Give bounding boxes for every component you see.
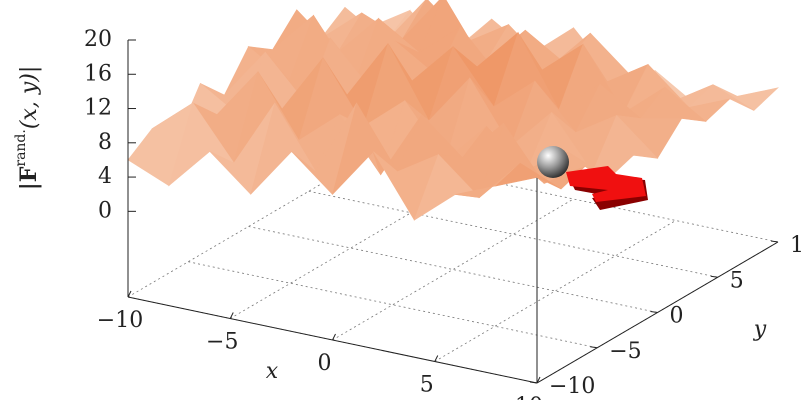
ball [537, 146, 569, 178]
grid-line [249, 227, 658, 313]
surface [128, 0, 778, 220]
z-label-rest: (x, y)| [17, 66, 42, 129]
y-tick [590, 347, 597, 348]
y-tick [530, 382, 537, 383]
z-axis-label: |Frand.(x, y)| [13, 66, 42, 191]
z-label-sup: rand. [13, 129, 29, 166]
y-tick [771, 241, 778, 242]
x-tick-label: 10 [515, 394, 543, 400]
y-axis-label: y [753, 317, 767, 342]
x-tick-label: −10 [97, 308, 143, 333]
z-tick-label: 0 [98, 198, 112, 223]
x-tick-label: −5 [206, 330, 238, 355]
y-tick-label: −5 [609, 339, 641, 364]
z-tick-label: 20 [84, 27, 112, 52]
chart: 0 4 8 12 16 20 −10 −5 0 5 10 −10 −5 0 5 10 x y |Frand.(… [0, 0, 805, 400]
z-tick-label: 8 [98, 130, 112, 155]
arrow [566, 166, 646, 202]
grid-line [188, 262, 597, 348]
y-tick-label: 5 [730, 268, 744, 293]
z-tick-label: 16 [84, 61, 112, 86]
grid-line [309, 191, 718, 277]
y-tick [711, 276, 718, 277]
x-tick-label: 0 [318, 351, 332, 376]
x-tick-label: 5 [420, 373, 434, 398]
y-tick-label: −10 [549, 374, 595, 399]
y-tick [651, 312, 658, 313]
y-tick-label: 0 [670, 304, 684, 329]
z-label-main: |F [16, 166, 42, 190]
z-tick-label: 4 [98, 164, 112, 189]
x-axis-label: x [266, 359, 279, 384]
z-tick-label: 12 [84, 96, 112, 121]
y-tick-label: 10 [790, 233, 805, 258]
